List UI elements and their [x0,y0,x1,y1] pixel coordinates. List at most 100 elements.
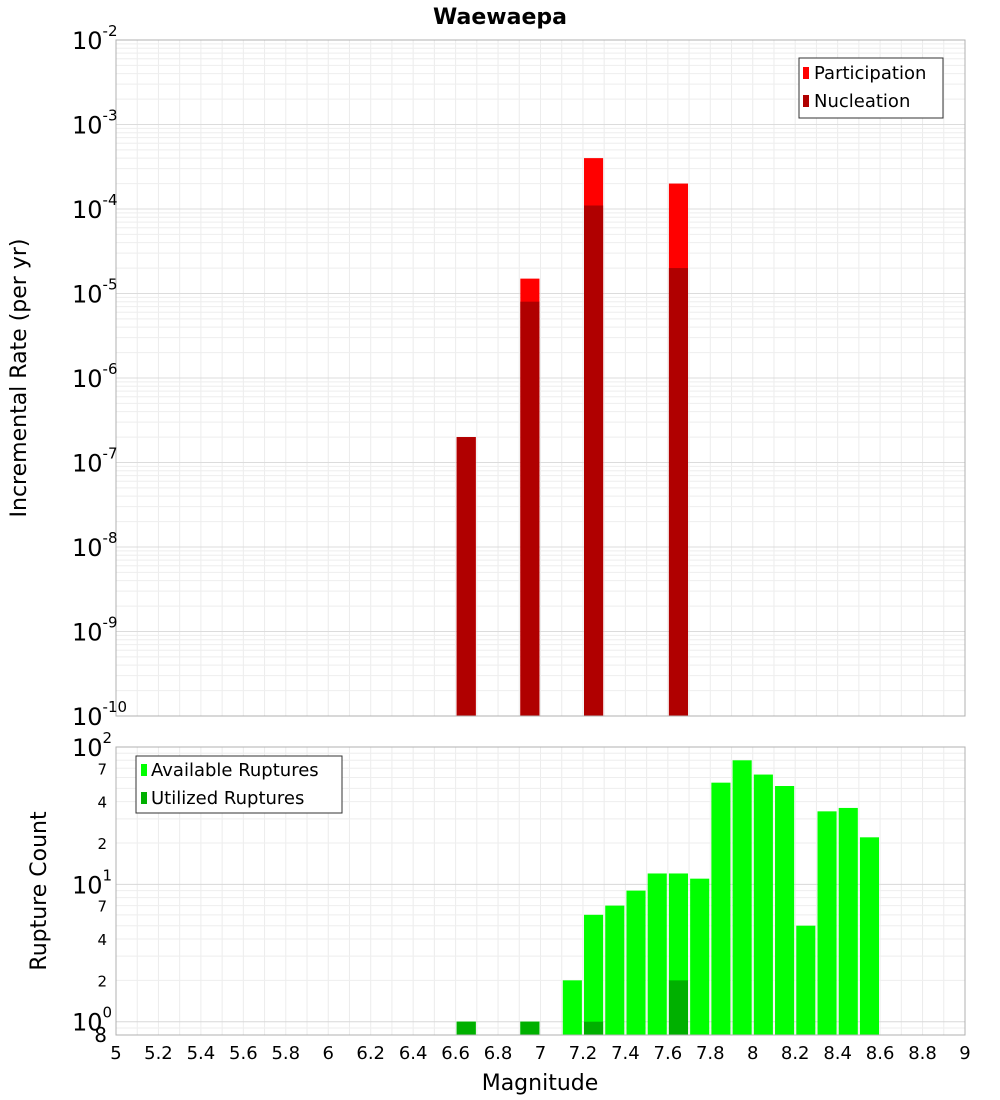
available-ruptures-bar [732,760,752,1035]
available-ruptures-bar [817,811,837,1035]
x-tick-label: 8.4 [823,1043,852,1064]
bottom-legend-label: Utilized Ruptures [151,788,304,809]
top-y-tick-base: 10 [72,365,103,393]
utilized-ruptures-bar [584,1021,604,1035]
available-ruptures-bar [626,890,646,1035]
x-tick-label: 8.2 [781,1043,810,1064]
nucleation-bar [456,437,476,716]
x-tick-label: 9 [959,1043,970,1064]
top-legend-swatch [803,67,809,79]
x-tick-label: 7.8 [696,1043,725,1064]
bottom-y-tick-label: 7 [97,760,107,778]
top-legend-swatch [803,95,809,107]
bottom-legend-swatch [141,792,147,804]
bottom-y-tick-label: 4 [97,794,107,812]
x-tick-label: 7 [535,1043,546,1064]
bottom-y-tick-label: 2 [97,972,107,990]
available-ruptures-bar [584,914,604,1035]
top-legend-label: Nucleation [814,91,910,112]
utilized-ruptures-bar [520,1021,540,1035]
top-y-tick-label: 10-4 [72,191,118,224]
top-y-tick-base: 10 [72,703,103,731]
top-y-tick-base: 10 [72,450,103,478]
top-y-tick-label: 10-7 [72,445,118,478]
top-y-tick-base: 10 [72,619,103,647]
x-tick-label: 6.6 [441,1043,470,1064]
bottom-y-tick-exp: 0 [103,1004,113,1022]
top-y-tick-exp: -8 [103,529,118,547]
top-y-tick-label: 10-5 [72,276,118,309]
chart-title: Waewaepa [433,5,567,30]
top-y-tick-exp: -9 [103,614,118,632]
utilized-ruptures-bar [668,980,689,1035]
bottom-y-tick-power: 102 [72,729,112,762]
bottom-y-tick-power: 100 [72,1004,112,1037]
top-y-tick-base: 10 [72,27,103,55]
x-axis-label: Magnitude [482,1071,599,1096]
bottom-legend-box [135,755,343,814]
nucleation-bar [584,205,604,716]
x-tick-label: 8 [747,1043,758,1064]
top-y-tick-exp: -4 [103,191,118,209]
top-y-tick-label: 10-8 [72,529,118,562]
x-tick-label: 8.8 [908,1043,937,1064]
top-y-tick-label: 10-10 [72,698,127,731]
available-ruptures-bar [796,925,816,1035]
available-ruptures-bar [753,774,773,1035]
bottom-y-tick-base: 10 [72,1009,103,1037]
x-tick-label: 7.6 [654,1043,683,1064]
available-ruptures-bar [711,782,731,1035]
top-y-tick-base: 10 [72,196,103,224]
top-y-axis-label: Incremental Rate (per yr) [7,239,32,518]
bottom-legend-swatch [141,764,147,776]
top-y-tick-base: 10 [72,112,103,140]
available-ruptures-bar [859,837,880,1035]
nucleation-bar [520,301,540,716]
top-legend-label: Participation [814,63,926,84]
top-y-tick-exp: -3 [103,107,118,125]
top-y-tick-label: 10-6 [72,360,118,393]
bottom-y-tick-base: 10 [72,734,103,762]
top-y-tick-label: 10-9 [72,614,118,647]
available-ruptures-bar [775,786,795,1035]
top-y-tick-exp: -7 [103,445,118,463]
top-y-tick-label: 10-2 [72,22,118,55]
x-tick-label: 5.2 [144,1043,173,1064]
x-tick-label: 7.2 [569,1043,598,1064]
top-y-tick-exp: -6 [103,360,118,378]
available-ruptures-bar [647,873,667,1035]
top-plot-border [115,39,966,717]
nucleation-bar [668,268,689,716]
x-tick-label: 6 [323,1043,334,1064]
bottom-y-axis-label: Rupture Count [27,811,52,971]
bottom-y-tick-label: 4 [97,931,107,949]
bottom-y-tick-base: 10 [72,871,103,899]
top-y-tick-base: 10 [72,281,103,309]
available-ruptures-bar [562,980,582,1035]
x-tick-label: 6.2 [356,1043,385,1064]
x-tick-label: 6.4 [399,1043,428,1064]
top-y-tick-exp: -5 [103,276,118,294]
top-y-tick-base: 10 [72,534,103,562]
x-tick-label: 5.8 [271,1043,300,1064]
x-tick-label: 8.6 [866,1043,895,1064]
top-legend-box [798,57,944,119]
available-ruptures-bar [690,878,710,1035]
x-tick-label: 5.4 [187,1043,216,1064]
bottom-y-tick-label: 2 [97,835,107,853]
bottom-y-tick-label: 7 [97,898,107,916]
x-tick-label: 6.8 [484,1043,513,1064]
top-y-tick-exp: -2 [103,22,118,40]
x-tick-label: 5 [110,1043,121,1064]
bottom-y-tick-label: 8 [94,1023,107,1047]
utilized-ruptures-bar [456,1021,476,1035]
bottom-legend-label: Available Ruptures [151,760,319,781]
bottom-y-tick-exp: 2 [103,729,113,747]
available-ruptures-bar [838,807,858,1035]
x-tick-label: 5.6 [229,1043,258,1064]
bottom-plot-border [115,746,966,1036]
bottom-y-tick-power: 101 [72,866,112,899]
top-y-tick-exp: -10 [103,698,128,716]
available-ruptures-bar [605,905,625,1035]
